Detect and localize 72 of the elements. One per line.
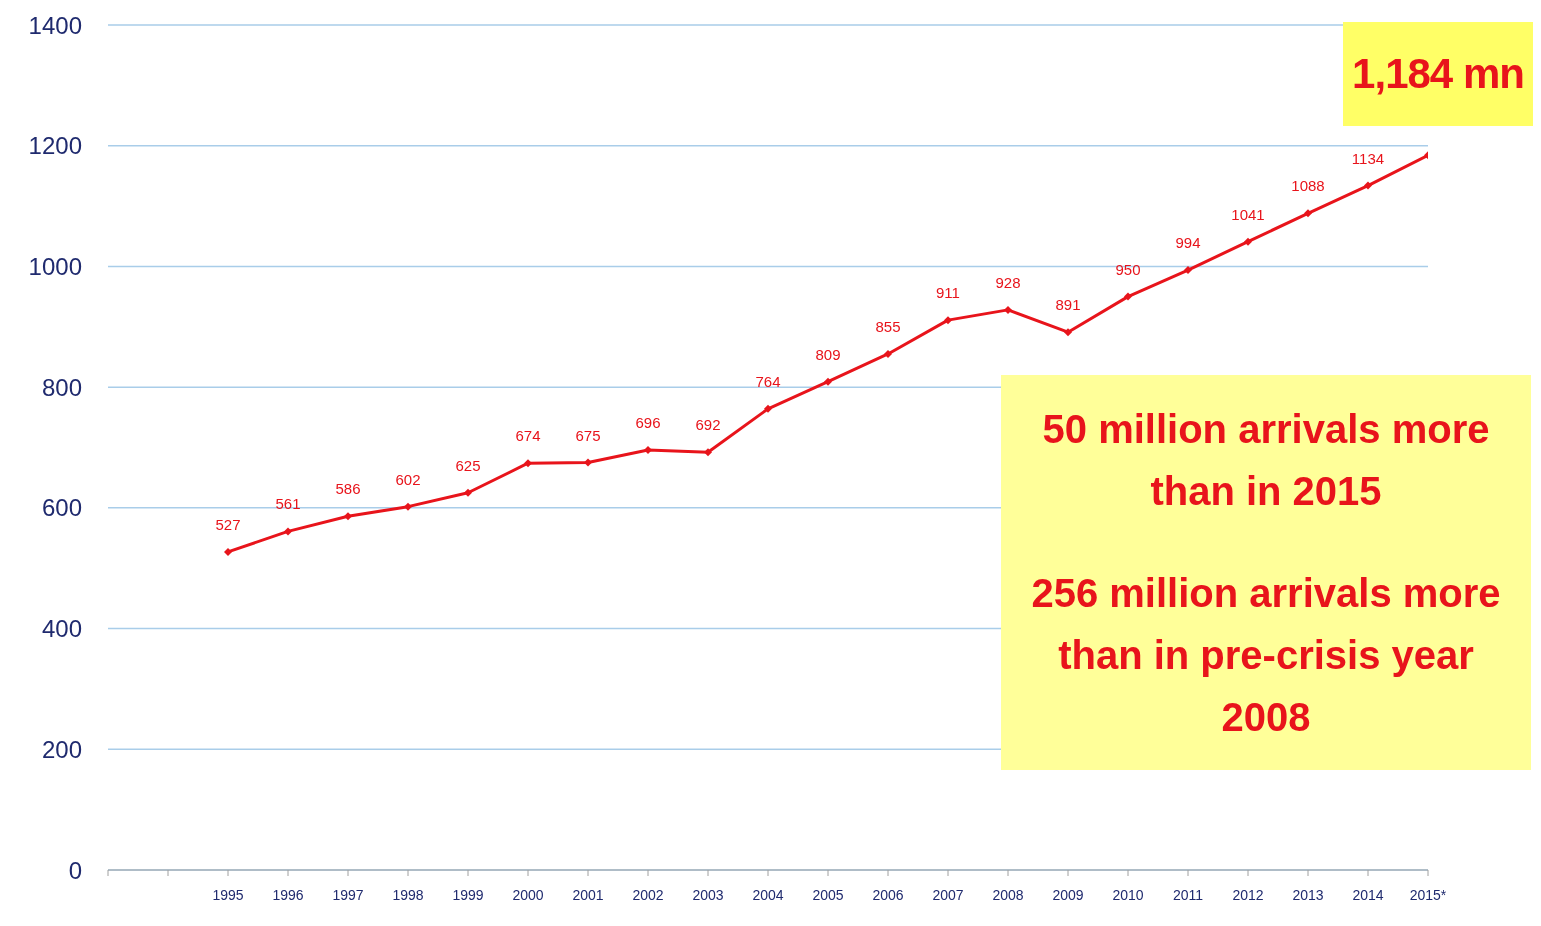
data-label: 1134	[1351, 149, 1385, 167]
x-tick-label: 2011	[1172, 886, 1204, 903]
y-tick-label: 0	[68, 856, 82, 884]
data-label: 764	[755, 372, 781, 390]
data-label: 855	[875, 317, 901, 335]
x-tick-label: 2013	[1292, 886, 1324, 903]
y-tick-label: 400	[41, 615, 82, 643]
x-tick-label: 2012	[1232, 886, 1264, 903]
point	[1184, 266, 1192, 275]
data-label: 586	[335, 480, 361, 498]
point	[1004, 305, 1012, 314]
point	[524, 459, 532, 468]
data-label: 561	[275, 495, 301, 513]
data-label: 809	[815, 345, 841, 363]
x-tick-label: 2007	[932, 886, 964, 903]
x-tick-label: 2015*	[1409, 886, 1447, 903]
annotation: 1,184 mn	[1343, 22, 1533, 127]
x-tick-label: 1995	[212, 886, 244, 903]
point	[1364, 181, 1372, 190]
data-label: 675	[575, 426, 601, 444]
x-tick-label: 2000	[512, 886, 544, 903]
y-tick-label: 1200	[28, 132, 82, 160]
data-label: 911	[936, 284, 960, 302]
x-tick-label: 2004	[752, 886, 784, 903]
point	[1244, 237, 1252, 246]
point	[344, 512, 352, 521]
x-tick-label: 2002	[632, 886, 664, 903]
data-label: 602	[395, 470, 421, 488]
point	[824, 377, 832, 386]
data-label: 527	[215, 515, 241, 533]
y-tick-label: 600	[41, 494, 82, 522]
point	[644, 445, 652, 454]
point	[884, 349, 892, 358]
point	[584, 458, 592, 467]
annotation: 256 million arrivals more than in pre-crisis year 2008	[1030, 569, 1502, 741]
x-tick-label: 1999	[452, 886, 484, 903]
y-tick-label: 200	[41, 735, 82, 763]
point	[224, 547, 232, 556]
data-label: 928	[995, 273, 1021, 291]
point	[464, 488, 472, 497]
x-tick-label: 2005	[812, 886, 844, 903]
y-tick-label: 800	[41, 373, 82, 401]
data-label: 1088	[1291, 177, 1325, 195]
x-tick-label: 2003	[692, 886, 724, 903]
annotation: 50 million arrivals more than in 2015	[1041, 405, 1491, 515]
y-tick-label: 1400	[28, 11, 82, 39]
data-label: 696	[635, 413, 661, 431]
data-label: 950	[1115, 260, 1141, 278]
point	[1064, 328, 1072, 337]
data-label: 625	[455, 456, 481, 474]
data-label: 1041	[1231, 205, 1265, 223]
x-tick-label: 2006	[872, 886, 904, 903]
x-tick-label: 1997	[332, 886, 364, 903]
data-label: 692	[695, 416, 721, 434]
x-tick-label: 1996	[272, 886, 304, 903]
point	[764, 404, 772, 413]
point	[1124, 292, 1132, 301]
x-tick-label: 2008	[992, 886, 1024, 903]
x-tick-label: 1998	[392, 886, 424, 903]
data-label: 994	[1175, 234, 1201, 252]
data-label: 674	[515, 427, 541, 445]
x-tick-label: 2010	[1112, 886, 1144, 903]
point	[704, 448, 712, 457]
point	[284, 527, 292, 536]
point	[1304, 209, 1312, 218]
data-label: 891	[1055, 296, 1081, 314]
y-tick-label: 1000	[28, 252, 82, 280]
x-tick-label: 2001	[572, 886, 604, 903]
point	[944, 316, 952, 325]
x-tick-label: 2009	[1052, 886, 1084, 903]
point	[404, 502, 412, 511]
x-tick-label: 2014	[1352, 886, 1384, 903]
